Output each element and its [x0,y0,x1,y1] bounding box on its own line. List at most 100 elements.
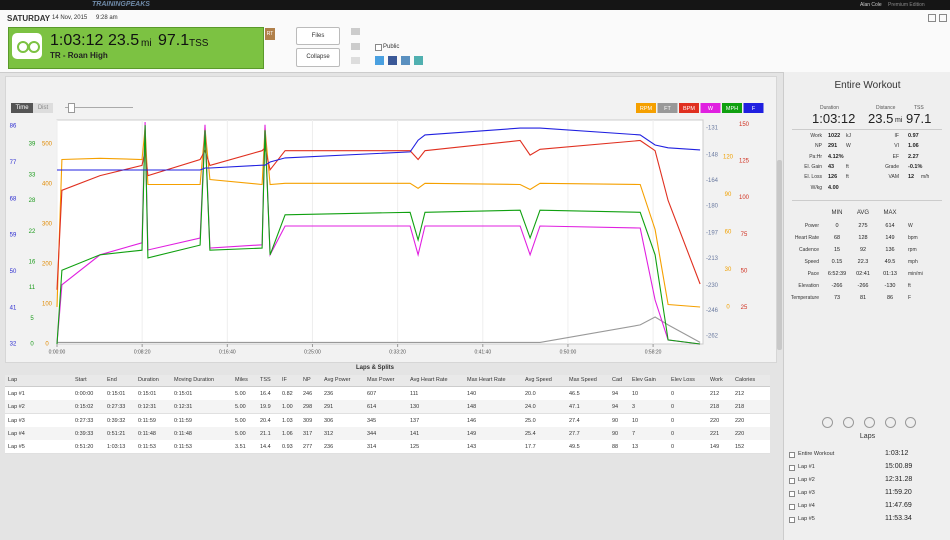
table-cell: 277 [303,444,313,451]
laps-title: Laps [859,433,876,440]
lap-value: 12:31.28 [885,476,913,483]
range-value: -266 [857,283,869,289]
range-value: 92 [859,247,867,253]
user-name[interactable]: Alan Cole [860,2,882,8]
legend-swatch[interactable] [743,103,764,113]
lap-checkbox[interactable] [789,517,795,523]
table-cell: 0 [671,444,675,451]
lap-checkbox[interactable] [789,452,795,458]
zoom-handle[interactable] [68,103,75,113]
y-tick-label: 100 [739,195,750,201]
collapse-button[interactable]: Collapse [296,48,340,67]
side-icon[interactable] [351,43,360,50]
lap-checkbox[interactable] [789,465,795,471]
lap-checkbox[interactable] [789,491,795,497]
y-tick-label: 25 [741,305,748,311]
headline-value: 23.5 [868,111,894,126]
panel-icon[interactable] [905,417,916,428]
chart: 0:00:00 0:08:20 0:16:40 0:25:00 0:33:20 0:41:… [10,103,764,355]
lap-checkbox[interactable] [789,504,795,510]
table-cell: 94 [612,404,619,411]
share-icon[interactable] [388,56,397,65]
side-icon[interactable] [351,57,360,64]
dist-toggle[interactable]: Dist [33,103,53,113]
series-line [57,316,701,343]
stat-label: EF [892,153,899,160]
headline-label: Distance [876,105,896,111]
column-header: Moving Duration [174,377,215,383]
side-icon[interactable] [351,28,360,35]
share-icon[interactable] [375,56,384,65]
table-cell: 20.4 [260,417,271,424]
column-header: Avg Heart Rate [410,377,448,383]
lap-checkbox[interactable] [789,478,795,484]
table-cell: 5.00 [235,417,246,424]
window-icon[interactable] [928,14,936,22]
table-cell: 220 [710,417,720,424]
share-icon[interactable] [401,56,410,65]
y-tick-label: 32 [10,342,17,348]
public-checkbox[interactable] [375,44,382,51]
table-cell: 152 [735,444,745,451]
table-row[interactable] [5,440,770,455]
legend-swatch[interactable] [657,103,678,113]
stat-unit: ft [846,163,849,170]
table-cell: 149 [467,430,477,437]
table-cell: 0:51:21 [107,430,126,437]
range-value: 49.5 [884,259,896,265]
legend-label[interactable]: FT [664,106,671,112]
table-cell: 236 [324,444,334,451]
table-cell: 0:12:31 [174,404,193,411]
stat-value: 12 [908,174,915,181]
share-icon[interactable] [414,56,423,65]
legend-label[interactable]: W [708,106,714,112]
y-tick-label: 200 [42,262,53,268]
tss-unit: TSS [189,38,209,49]
lap-label: Lap #1 [798,464,815,470]
time-toggle[interactable]: Time [11,103,33,113]
table-cell: 16.4 [260,391,271,397]
legend-swatch[interactable] [679,103,699,113]
lap-label: Lap #3 [798,490,815,496]
y-tick-label: -131 [706,126,719,132]
stat-value: 1.06 [908,143,919,150]
files-button[interactable]: Files [296,27,340,45]
y-tick-label: 50 [741,268,748,274]
panel-icon[interactable] [864,417,875,428]
table-cell: 607 [367,391,377,397]
table-cell: 143 [467,444,477,451]
range-value: 02:41 [856,271,870,277]
table-cell: Lap #4 [8,430,25,437]
series-line [57,127,701,171]
window-icon[interactable] [939,14,947,22]
panel-icon[interactable] [843,417,854,428]
table-cell: 10 [632,391,639,397]
panel-icon[interactable] [885,417,896,428]
range-label: Cadence [798,247,819,253]
table-cell: 46.5 [569,391,580,397]
badge: RT [265,28,275,40]
legend-label[interactable]: F [752,106,756,112]
table-cell: 25.4 [525,430,536,437]
table-cell: 218 [735,404,745,411]
legend-label[interactable]: BPM [683,106,695,112]
range-header: AVG [856,210,870,216]
table-cell: 47.1 [569,404,580,411]
column-header: Max Power [367,377,395,383]
legend-label[interactable]: MPH [726,106,738,112]
range-label: Speed [804,259,819,265]
legend-swatch[interactable] [636,103,656,113]
column-header: Max Speed [569,377,597,383]
legend-swatch[interactable] [700,103,721,113]
zoom-slider[interactable] [65,107,133,108]
range-value: 275 [858,223,868,229]
y-tick-label: 77 [10,160,17,166]
panel-icon[interactable] [822,417,833,428]
legend-label[interactable]: RPM [640,106,653,112]
y-tick-label: -246 [706,308,719,314]
table-cell: 88 [612,444,619,451]
legend-swatch[interactable] [722,103,742,113]
table-cell: 27.7 [569,430,580,437]
column-header: End [107,377,117,383]
range-unit: ft [908,283,911,289]
